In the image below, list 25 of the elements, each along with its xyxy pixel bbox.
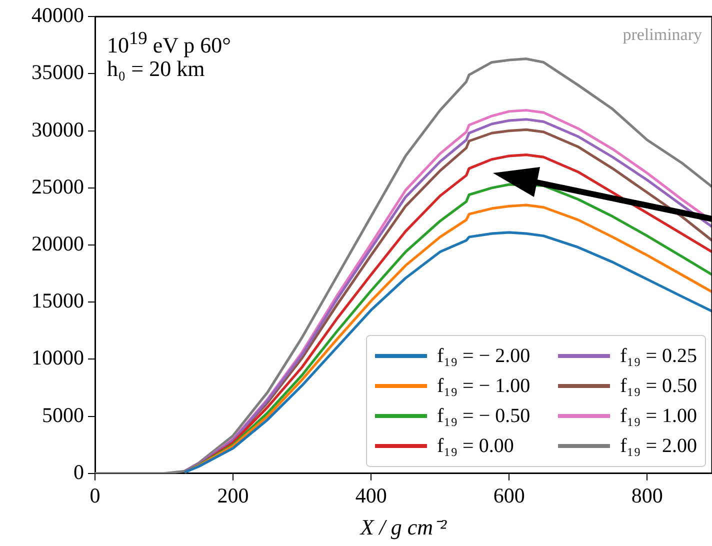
y-tick-label: 35000	[32, 60, 84, 84]
annotation: 10$^{19}$ eV p 60°	[107, 26, 231, 58]
x-tick-label: 800	[631, 484, 663, 508]
y-tick-label: 5000	[42, 402, 84, 427]
y-tick-label: 30000	[32, 117, 84, 142]
y-tick-label: 0	[74, 460, 84, 484]
y-tick-label: 10000	[32, 346, 84, 370]
x-tick-label: 200	[217, 484, 249, 508]
x-axis-title: X / g cm⁻²	[359, 514, 448, 540]
annotation: preliminary	[622, 24, 702, 46]
legend-label: f₁₉ = 0.50	[620, 374, 697, 398]
y-tick-label: 20000	[32, 232, 84, 256]
x-tick-label: 600	[493, 484, 525, 508]
legend-label: f₁₉ = 1.00	[620, 404, 697, 428]
legend-label: f₁₉ = − 1.00	[436, 374, 530, 398]
x-tick-label: 400	[355, 484, 387, 508]
legend-label: f₁₉ = − 0.50	[436, 404, 530, 428]
legend-label: f₁₉ = 0.00	[436, 434, 514, 458]
y-tick-label: 25000	[32, 174, 84, 198]
legend-label: f₁₉ = − 2.00	[436, 344, 530, 368]
legend-label: f₁₉ = 0.25	[620, 344, 697, 368]
x-tick-label: 0	[90, 484, 100, 508]
legend-label: f₁₉ = 2.00	[620, 434, 697, 458]
y-tick-label: 40000	[32, 3, 84, 28]
y-tick-label: 15000	[32, 288, 84, 313]
